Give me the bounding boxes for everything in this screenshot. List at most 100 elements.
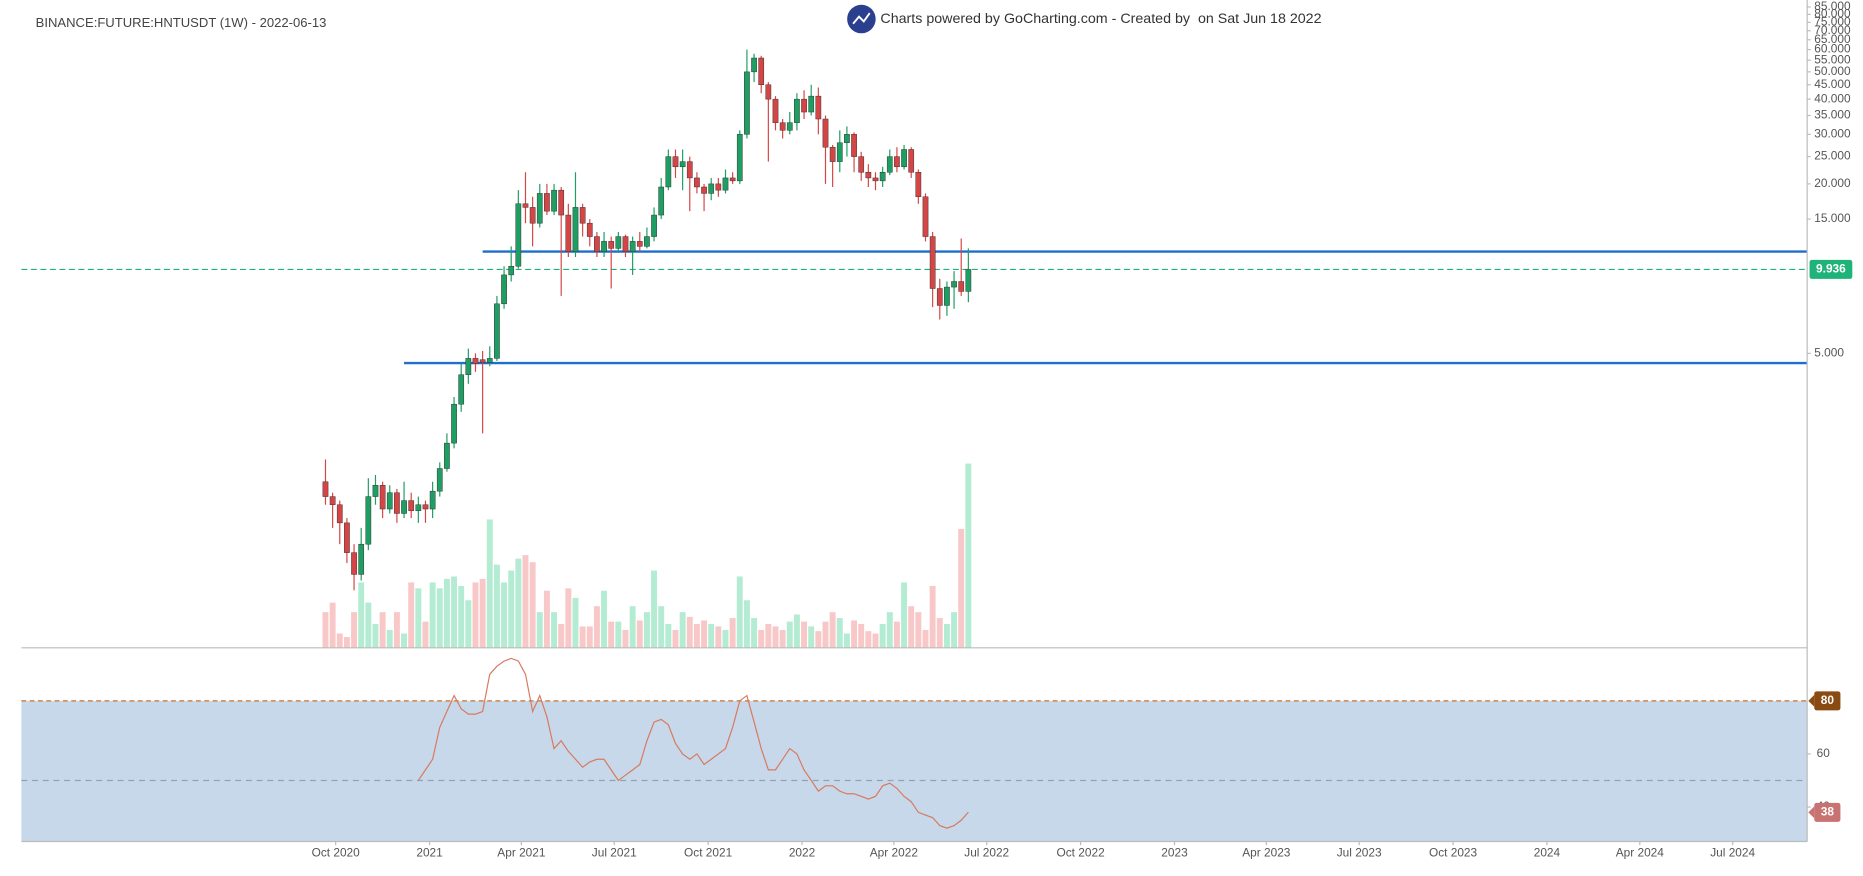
candle-body xyxy=(329,496,336,505)
y-tick-label: 25.000 xyxy=(1814,149,1851,163)
volume-bar xyxy=(522,555,529,648)
last-price-label: 9.936 xyxy=(1816,262,1846,276)
x-tick-label: Oct 2022 xyxy=(1057,846,1105,860)
volume-bar xyxy=(679,612,686,648)
candle-body xyxy=(786,122,793,131)
volume-bar xyxy=(951,612,958,648)
volume-bar xyxy=(936,618,943,648)
volume-bar xyxy=(501,582,508,648)
candle-body xyxy=(601,241,607,252)
volume-bar xyxy=(579,626,586,648)
volume-bar xyxy=(472,582,479,648)
y-tick-label: 40.000 xyxy=(1814,91,1851,105)
volume-bar xyxy=(508,570,515,648)
candle-body xyxy=(444,442,450,469)
volume-bar xyxy=(458,585,465,648)
volume-bar xyxy=(772,626,779,648)
candle-body xyxy=(958,281,965,292)
last-price-badge xyxy=(1809,259,1853,279)
y-tick-label: 80.000 xyxy=(1814,7,1851,21)
volume-bar xyxy=(551,612,558,648)
volume-bar xyxy=(665,624,672,648)
candle-body xyxy=(501,274,507,305)
rsi-upper-label: 80 xyxy=(1821,693,1835,707)
candle-body xyxy=(579,207,586,224)
candle-body xyxy=(615,236,622,249)
volume-bar xyxy=(422,621,429,648)
candle-body xyxy=(836,142,843,162)
volume-bar xyxy=(751,618,758,648)
volume-bar xyxy=(908,606,915,648)
volume-bar xyxy=(929,585,936,648)
volume-bar xyxy=(436,588,443,648)
candle-body xyxy=(679,161,686,168)
rsi-upper-badge-tip xyxy=(1808,694,1815,707)
candle-body xyxy=(851,134,857,157)
volume-bar xyxy=(593,606,600,648)
volume-bar xyxy=(322,612,329,648)
candle-body xyxy=(344,522,350,553)
plot: Oct 2020 2021 Apr 2021 Jul 2021 Oct 2021 2022… xyxy=(21,0,1853,860)
volume-bar xyxy=(643,612,650,648)
volume-bar xyxy=(379,612,386,648)
x-tick-label: Oct 2020 xyxy=(312,846,361,860)
volume-bar xyxy=(672,629,679,648)
candle-body xyxy=(715,183,722,191)
volume-bar xyxy=(843,633,850,648)
rsi-y-tick-label: 60 xyxy=(1817,746,1831,760)
volume-bar xyxy=(815,631,822,648)
volume-bar xyxy=(901,582,908,648)
volume-bar xyxy=(893,621,900,648)
candle-body xyxy=(779,122,786,131)
candle-body xyxy=(379,485,386,510)
rsi-last-badge xyxy=(1814,802,1841,822)
x-tick-label: Apr 2023 xyxy=(1242,846,1291,860)
candle-body xyxy=(886,156,893,173)
volume-bar xyxy=(915,612,922,648)
y-tick-label: 45.000 xyxy=(1814,77,1851,91)
candle-body xyxy=(929,236,936,289)
candle-body xyxy=(872,177,879,182)
volume-bar xyxy=(565,588,572,648)
candle-body xyxy=(901,149,907,168)
y-tick-label: 50.000 xyxy=(1814,64,1851,78)
volume-bar xyxy=(493,564,500,648)
symbol-title: BINANCE:FUTURE:HNTUSDT (1W) - 2022-06-13 xyxy=(36,15,327,30)
volume-bar xyxy=(722,629,729,648)
volume-bar xyxy=(543,590,550,648)
volume-bar xyxy=(708,624,715,648)
candle-body xyxy=(629,241,636,252)
candle-body xyxy=(572,207,579,252)
volume-bar xyxy=(329,602,336,648)
candle-body xyxy=(322,481,329,497)
volume-bar xyxy=(943,624,950,648)
volume-bar xyxy=(615,621,622,648)
volume-bar xyxy=(758,629,765,648)
volume-bar xyxy=(515,558,522,648)
x-tick-label: Jul 2022 xyxy=(964,846,1009,860)
candle-body xyxy=(794,98,800,123)
volume-bar xyxy=(636,620,643,648)
volume-bar xyxy=(858,624,865,648)
volume-bar xyxy=(836,618,843,648)
x-tick-label: 2021 xyxy=(416,846,443,860)
candle-body xyxy=(944,286,950,306)
x-tick-label: Jul 2021 xyxy=(592,846,637,860)
candle-body xyxy=(865,172,872,179)
candle-body xyxy=(844,134,850,143)
candle-body xyxy=(822,118,829,148)
candle-body xyxy=(686,161,693,179)
volume-bar xyxy=(872,633,879,648)
y-tick-label: 15.000 xyxy=(1814,211,1851,225)
volume-bar xyxy=(408,582,415,648)
candle-body xyxy=(858,156,865,173)
candle-body xyxy=(394,492,400,514)
candle-body xyxy=(358,543,365,575)
volume-bar xyxy=(743,600,750,648)
volume-bar xyxy=(729,618,736,648)
candle-body xyxy=(879,172,886,182)
candle-body xyxy=(651,214,657,237)
x-tick-label: 2024 xyxy=(1534,846,1561,860)
y-tick-label: 75.000 xyxy=(1814,14,1851,28)
candle-body xyxy=(429,490,436,510)
